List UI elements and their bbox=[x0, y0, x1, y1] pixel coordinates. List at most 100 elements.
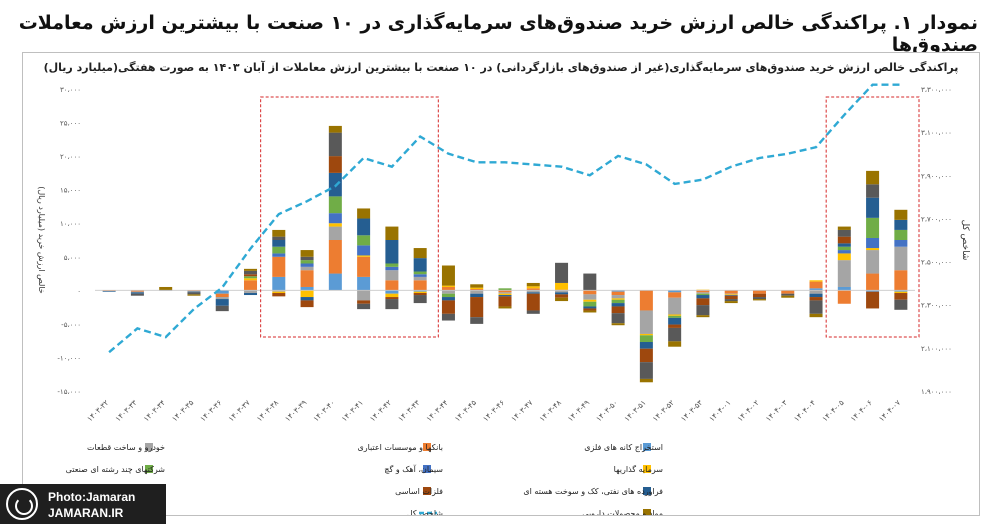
y-tick-label: ۳۰،۰۰۰ bbox=[60, 86, 81, 94]
bar-segment bbox=[385, 226, 399, 240]
bar-segment bbox=[724, 295, 738, 296]
bar-segment bbox=[894, 299, 908, 310]
bar-segment bbox=[894, 291, 908, 294]
bar-segment bbox=[441, 297, 455, 301]
legend-marker bbox=[145, 465, 153, 473]
y-tick-label: -۱۵،۰۰۰ bbox=[57, 388, 81, 396]
bar-segment bbox=[470, 284, 484, 288]
index-line bbox=[108, 83, 901, 354]
bar-segment bbox=[526, 288, 540, 291]
bar-segment bbox=[244, 276, 258, 279]
y2-axis-title: شاخص کل bbox=[960, 220, 970, 261]
bar-segment bbox=[583, 306, 597, 309]
y-tick-label: ۰ bbox=[77, 287, 81, 295]
bar-segment bbox=[526, 282, 540, 287]
bar-segment bbox=[837, 260, 851, 287]
bar-segment bbox=[781, 295, 795, 298]
x-tick-label: ۱۴۰۳-۴۴ bbox=[424, 398, 449, 423]
bar-segment bbox=[668, 327, 682, 342]
bar-segment bbox=[894, 246, 908, 271]
bar-segment bbox=[272, 290, 286, 292]
bar-segment bbox=[413, 280, 427, 291]
bar-segment bbox=[668, 317, 682, 325]
x-tick-label: ۱۴۰۳-۳۴ bbox=[142, 398, 167, 423]
bar-segment bbox=[866, 237, 880, 249]
bar-segment bbox=[555, 294, 569, 298]
bar-segment bbox=[583, 301, 597, 307]
y2-tick-label: ۳،۱۰۰،۰۰۰ bbox=[921, 129, 952, 137]
legend-label: فلزات اساسی bbox=[395, 487, 443, 496]
bar-segment bbox=[300, 266, 314, 271]
bar-segment bbox=[272, 236, 286, 240]
bar-segment bbox=[837, 229, 851, 237]
bar-segment bbox=[639, 342, 653, 349]
x-tick-label: ۱۴۰۴-۰۴ bbox=[792, 398, 817, 423]
bar-segment bbox=[385, 280, 399, 291]
bar-segment bbox=[357, 245, 371, 256]
bar-segment bbox=[441, 265, 455, 286]
bar-segment bbox=[583, 273, 597, 291]
bar-segment bbox=[752, 293, 766, 298]
bar-segment bbox=[244, 290, 258, 294]
bar-segment bbox=[244, 270, 258, 275]
legend-marker bbox=[643, 509, 651, 515]
bar-segment bbox=[385, 297, 399, 300]
x-tick-label: ۱۴۰۳-۳۲ bbox=[85, 398, 110, 423]
bar-segment bbox=[470, 293, 484, 298]
bar-segment bbox=[385, 299, 399, 310]
bar-segment bbox=[809, 293, 823, 298]
bar-segment bbox=[555, 292, 569, 295]
bar-segment bbox=[413, 276, 427, 281]
x-tick-label: ۱۴۰۴-۰۶ bbox=[849, 398, 874, 423]
y2-tick-label: ۲،۹۰۰،۰۰۰ bbox=[921, 172, 952, 180]
x-tick-label: ۱۴۰۳-۴۱ bbox=[340, 398, 365, 423]
x-tick-label: ۱۴۰۴-۰۳ bbox=[764, 398, 789, 423]
y2-tick-label: ۲،۳۰۰،۰۰۰ bbox=[921, 302, 952, 310]
bar-segment bbox=[187, 292, 201, 295]
jamaran-logo: Photo:Jamaran JAMARAN.IR bbox=[0, 484, 166, 524]
bar-segment bbox=[272, 276, 286, 291]
y-tick-label: ۵،۰۰۰ bbox=[64, 254, 81, 262]
y2-tick-label: ۳،۳۰۰،۰۰۰ bbox=[921, 86, 952, 94]
bar-segment bbox=[809, 300, 823, 314]
bar-segment bbox=[328, 223, 342, 227]
x-tick-label: ۱۴۰۳-۴۷ bbox=[509, 398, 534, 423]
bar-segment bbox=[498, 288, 512, 291]
bar-segment bbox=[866, 250, 880, 274]
bar-segment bbox=[583, 294, 597, 300]
bar-segment bbox=[696, 295, 710, 299]
bar-segment bbox=[639, 290, 653, 311]
bar-segment bbox=[809, 297, 823, 301]
bar-segment bbox=[837, 290, 851, 304]
bar-segment bbox=[639, 348, 653, 363]
bar-segment bbox=[555, 282, 569, 290]
bar-segment bbox=[668, 290, 682, 293]
bar-segment bbox=[215, 290, 229, 294]
bar-segment bbox=[583, 299, 597, 302]
x-tick-label: ۱۴۰۴-۰۱ bbox=[707, 398, 732, 423]
chart-svg: ۳۰،۰۰۰ ۲۵،۰۰۰ ۲۰،۰۰۰ ۱۵،۰۰۰ ۱۰،۰۰۰ ۵،۰۰۰ ۰ -۵،۰… bbox=[37, 83, 970, 515]
bar-segment bbox=[809, 290, 823, 294]
bar-segment bbox=[470, 288, 484, 291]
x-tick-label: ۱۴۰۳-۴۸ bbox=[538, 398, 563, 423]
bar-segment bbox=[639, 310, 653, 334]
bar-segment bbox=[413, 248, 427, 259]
bar-segment bbox=[866, 291, 880, 309]
bar-segment bbox=[357, 256, 371, 277]
bar-segment bbox=[470, 317, 484, 324]
bar-segment bbox=[215, 299, 229, 306]
bar-segment bbox=[611, 290, 625, 292]
bar-segment bbox=[244, 274, 258, 277]
x-tick-label: ۱۴۰۴-۰۵ bbox=[820, 398, 845, 423]
legend-marker bbox=[423, 443, 431, 451]
bar-segment bbox=[498, 296, 512, 307]
bar-segment bbox=[668, 314, 682, 316]
bar-segment bbox=[498, 292, 512, 294]
legend-marker bbox=[643, 443, 651, 451]
bar-segment bbox=[357, 208, 371, 219]
bar-segment bbox=[300, 300, 314, 308]
jamaran-logo-icon bbox=[6, 488, 38, 520]
legend-label: شاخص کل bbox=[407, 509, 444, 515]
bar-segment bbox=[696, 292, 710, 294]
bar-segment bbox=[866, 170, 880, 185]
